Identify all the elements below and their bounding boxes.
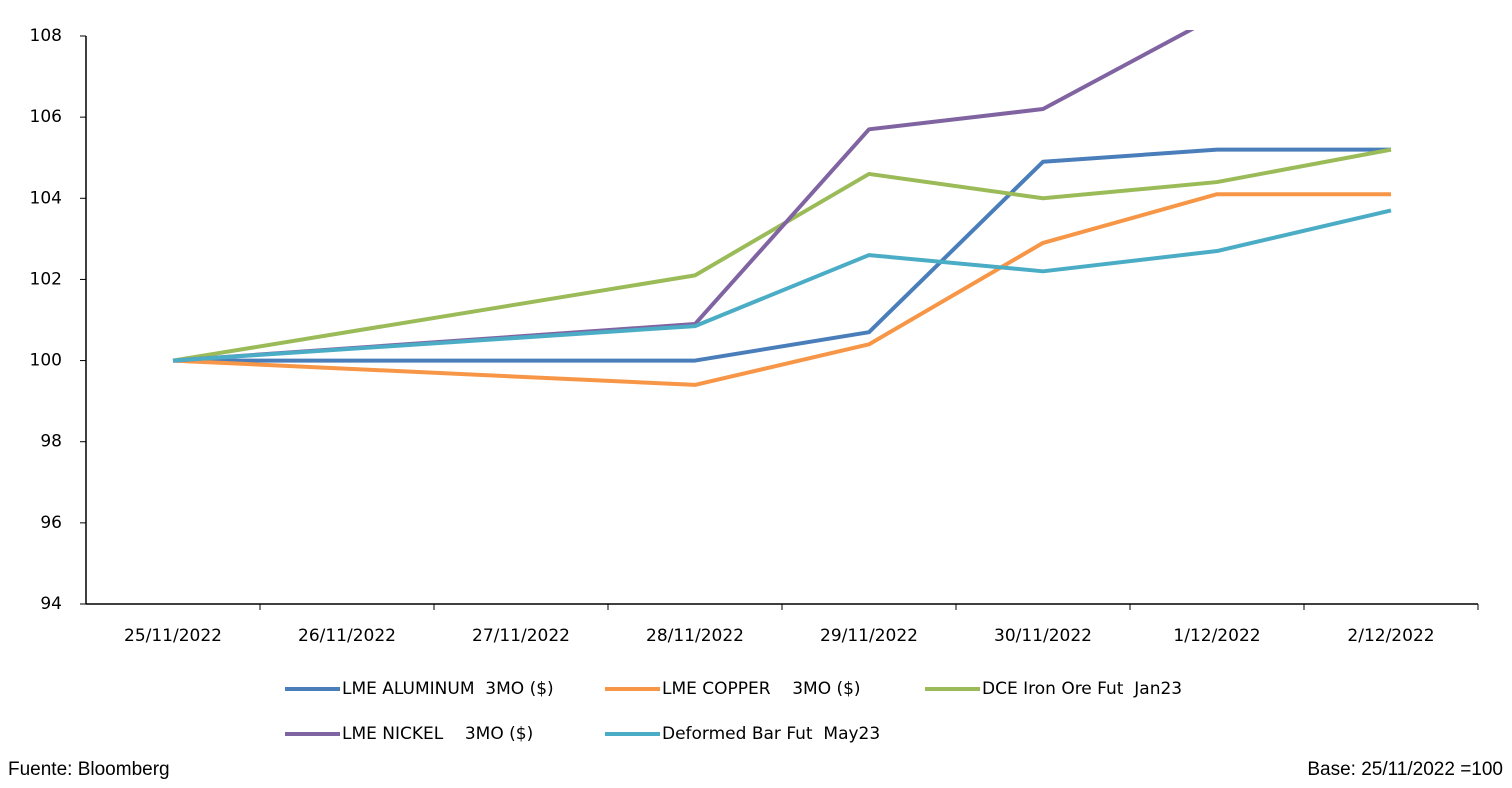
y-tick-label: 104: [30, 188, 62, 208]
y-tick-label: 108: [30, 26, 62, 46]
legend-label: DCE Iron Ore Fut Jan23: [982, 679, 1182, 699]
series-line: [173, 147, 1391, 363]
legend-label: LME COPPER 3MO ($): [662, 679, 861, 699]
series-line: [172, 30, 1195, 363]
y-tick-label: 106: [30, 107, 62, 127]
x-tick-label: 1/12/2022: [1173, 626, 1260, 646]
x-tick-label: 30/11/2022: [994, 626, 1092, 646]
series-line: [172, 192, 1391, 387]
x-tick-label: 25/11/2022: [124, 626, 222, 646]
legend-label: LME NICKEL 3MO ($): [342, 724, 533, 744]
y-tick-label: 102: [30, 269, 62, 289]
x-tick-label: 27/11/2022: [472, 626, 570, 646]
y-tick-label: 100: [30, 351, 62, 371]
y-tick-label: 96: [40, 513, 62, 533]
series-line: [172, 208, 1392, 363]
y-tick-label: 98: [40, 432, 62, 452]
source: Fuente: Bloomberg: [8, 759, 170, 780]
legend-label: LME ALUMINUM 3MO ($): [342, 679, 554, 699]
x-tick-label: 29/11/2022: [820, 626, 918, 646]
x-tick-label: 26/11/2022: [298, 626, 396, 646]
plot-area: [172, 30, 1392, 387]
y-tick-label: 94: [40, 594, 62, 614]
note: Base: 25/11/2022 =100: [1307, 759, 1503, 780]
x-tick-label: 2/12/2022: [1347, 626, 1434, 646]
series-line: [172, 147, 1392, 363]
x-tick-label: 28/11/2022: [646, 626, 744, 646]
legend-label: Deformed Bar Fut May23: [662, 724, 880, 744]
